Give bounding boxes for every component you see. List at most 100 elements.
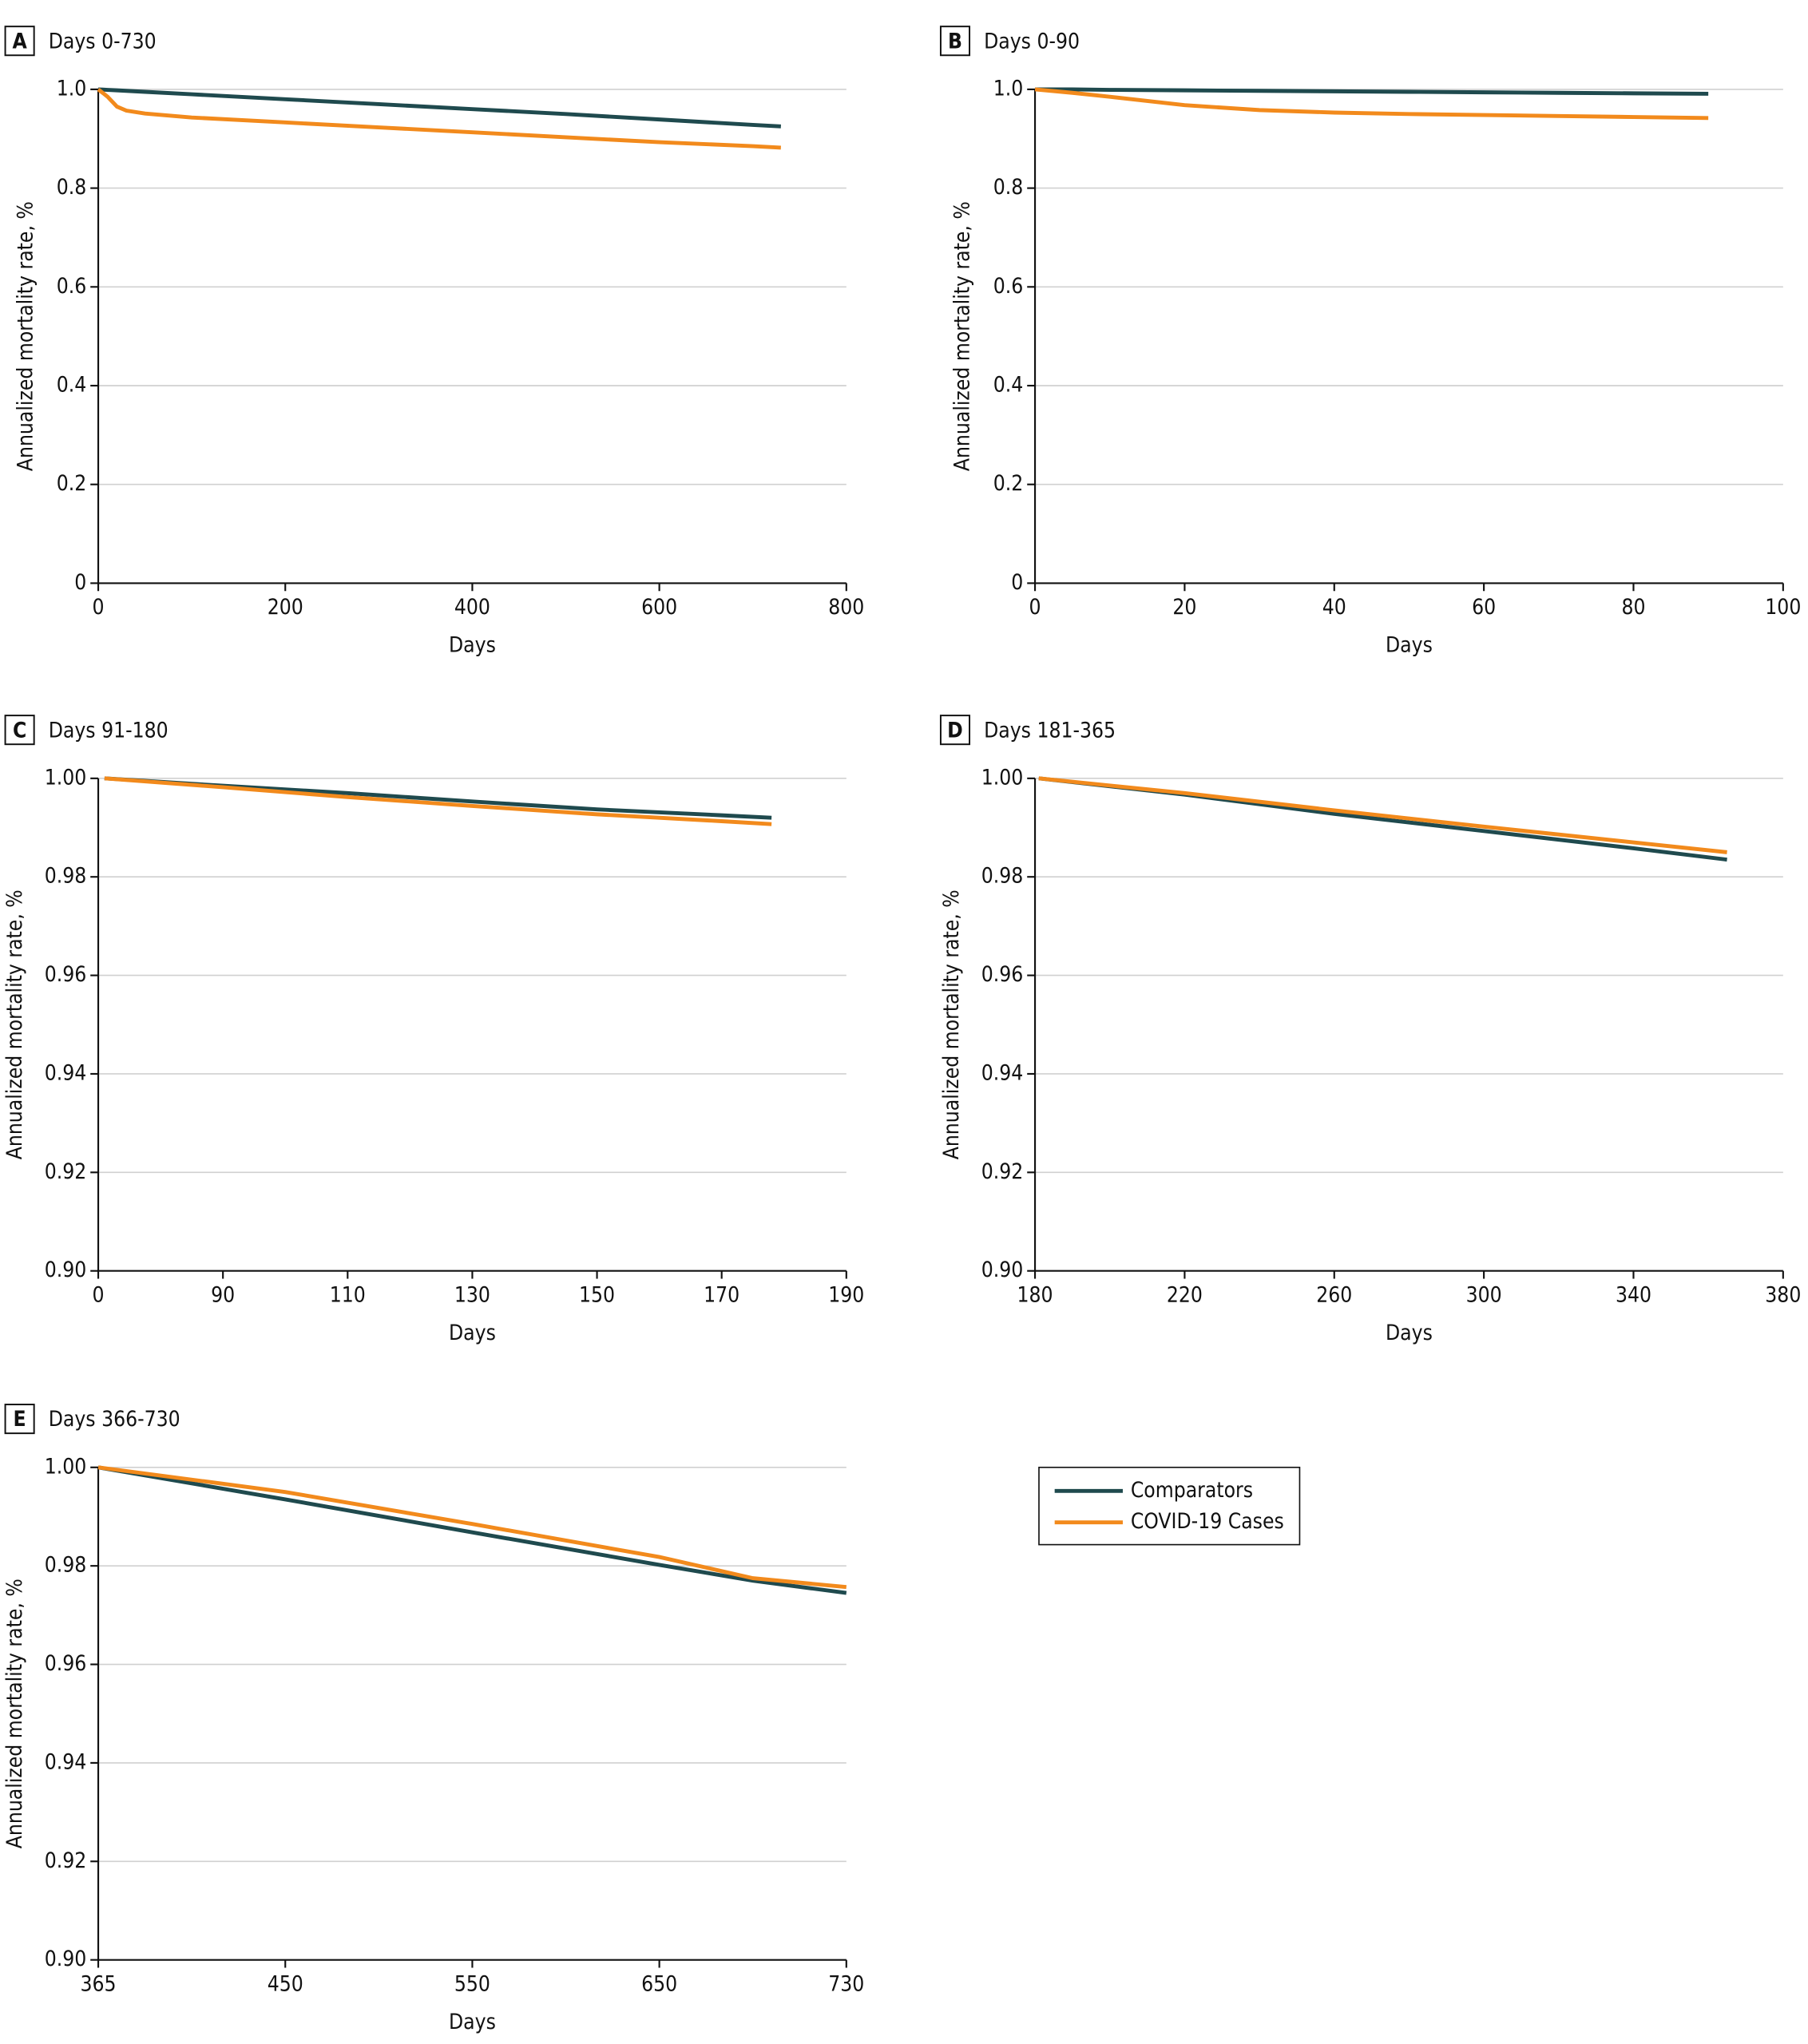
panel: E Days 366-730 0.90 0.92 0.94 0.96 0.98 1.00 365… — [3, 1404, 864, 2034]
x-tick-label: 200 — [268, 596, 303, 620]
y-axis-label: Annualized mortality rate, % — [950, 201, 974, 471]
y-tick-label: 0.6 — [993, 275, 1024, 299]
y-tick-label: 0 — [1011, 571, 1023, 595]
x-tick-label: 110 — [330, 1283, 366, 1307]
x-tick-label: 730 — [828, 1972, 864, 1996]
panel: A Days 0-730 0 0.2 0.4 0.6 0.8 1.0 0 200 400 600 800… — [4, 26, 864, 658]
panel-letter-box — [4, 26, 35, 57]
y-tick-label: 0.90 — [45, 1258, 87, 1282]
y-tick-label: 0.4 — [993, 374, 1024, 398]
panel-title: Days 0-90 — [984, 30, 1080, 53]
x-tick-label: 450 — [268, 1972, 303, 1996]
series-line — [1038, 776, 1727, 854]
panel-letter-box — [4, 1404, 35, 1435]
x-axis-label: Days — [449, 1321, 496, 1345]
x-axis-label: Days — [449, 634, 496, 658]
panel-letter: A — [12, 30, 27, 53]
y-tick-label: 1.0 — [993, 77, 1024, 101]
y-axis-label: Annualized mortality rate, % — [3, 1579, 27, 1848]
y-tick-label: 0.94 — [45, 1061, 87, 1085]
legend-box — [1038, 1466, 1301, 1546]
x-tick-label: 260 — [1316, 1283, 1352, 1307]
series-line — [97, 1465, 847, 1595]
y-tick-label: 0.94 — [45, 1750, 87, 1774]
x-tick-label: 40 — [1322, 596, 1346, 620]
series-line — [97, 87, 781, 150]
x-tick-label: 130 — [454, 1283, 490, 1307]
y-tick-label: 0.90 — [981, 1258, 1024, 1282]
x-tick-label: 20 — [1172, 596, 1196, 620]
y-tick-label: 0.92 — [981, 1160, 1024, 1184]
x-tick-label: 340 — [1616, 1283, 1651, 1307]
x-tick-label: 170 — [704, 1283, 739, 1307]
legend-label: Comparators — [1131, 1479, 1253, 1503]
y-tick-label: 1.00 — [981, 766, 1024, 790]
panel-title: Days 91-180 — [49, 719, 169, 743]
y-tick-label: 0.90 — [45, 1947, 87, 1971]
x-tick-label: 60 — [1472, 596, 1496, 620]
series-line — [1035, 87, 1709, 96]
x-tick-label: 80 — [1621, 596, 1645, 620]
y-tick-label: 0.94 — [981, 1061, 1024, 1085]
x-axis-label: Days — [1386, 1321, 1433, 1345]
y-tick-label: 0.2 — [57, 472, 87, 496]
x-tick-label: 0 — [93, 1283, 105, 1307]
x-tick-label: 0 — [93, 596, 105, 620]
x-tick-label: 380 — [1765, 1283, 1801, 1307]
panel-title: Days 181-365 — [984, 719, 1116, 743]
panel: C Days 91-180 0.90 0.92 0.94 0.96 0.98 1.00 0 90 1… — [3, 715, 864, 1345]
panel-letter-box — [939, 26, 971, 57]
y-tick-label: 0.98 — [981, 865, 1024, 889]
y-tick-label: 1.00 — [45, 1455, 87, 1479]
series-line — [1034, 87, 1709, 121]
x-tick-label: 400 — [454, 596, 490, 620]
x-tick-label: 150 — [579, 1283, 615, 1307]
y-tick-label: 0.8 — [57, 176, 87, 200]
y-tick-label: 0.4 — [57, 374, 87, 398]
y-tick-label: 0.2 — [993, 472, 1024, 496]
x-tick-label: 550 — [454, 1972, 490, 1996]
panel-letter: B — [948, 30, 962, 53]
x-tick-label: 190 — [828, 1283, 864, 1307]
x-tick-label: 100 — [1765, 596, 1801, 620]
panel: D Days 181-365 0.90 0.92 0.94 0.96 0.98 1.00 180… — [939, 715, 1801, 1345]
panel-letter: C — [13, 719, 26, 743]
y-tick-label: 1.00 — [45, 766, 87, 790]
x-tick-label: 90 — [211, 1283, 235, 1307]
y-tick-label: 0.92 — [45, 1160, 87, 1184]
panel-letter: D — [947, 719, 963, 743]
y-axis-label: Annualized mortality rate, % — [3, 889, 27, 1159]
series-line — [97, 87, 781, 129]
x-tick-label: 600 — [641, 596, 677, 620]
x-axis-label: Days — [1386, 634, 1433, 658]
y-axis-label: Annualized mortality rate, % — [940, 889, 964, 1159]
panel-letter-box — [4, 715, 35, 746]
x-tick-label: 0 — [1029, 596, 1041, 620]
x-axis-label: Days — [449, 2010, 496, 2034]
series-line — [104, 776, 772, 826]
panel-title: Days 366-730 — [49, 1408, 180, 1432]
x-tick-label: 800 — [828, 596, 864, 620]
panel-letter: E — [14, 1408, 26, 1432]
y-tick-label: 0 — [74, 571, 86, 595]
x-tick-label: 180 — [1017, 1283, 1053, 1307]
x-tick-label: 220 — [1167, 1283, 1203, 1307]
y-tick-label: 0.98 — [45, 1554, 87, 1578]
legend: Comparators COVID-19 Cases — [1038, 1466, 1301, 1546]
x-tick-label: 650 — [641, 1972, 677, 1996]
x-tick-label: 365 — [81, 1972, 117, 1996]
panel-title: Days 0-730 — [49, 30, 157, 53]
y-axis-label: Annualized mortality rate, % — [14, 201, 38, 471]
panel-letter-box — [939, 715, 971, 746]
x-tick-label: 300 — [1466, 1283, 1502, 1307]
y-tick-label: 0.8 — [993, 176, 1024, 200]
y-tick-label: 0.98 — [45, 865, 87, 889]
y-tick-label: 0.96 — [981, 963, 1024, 987]
legend-label: COVID-19 Cases — [1131, 1510, 1284, 1534]
panel: B Days 0-90 0 0.2 0.4 0.6 0.8 1.0 0 20 40 60 80 100 Da… — [939, 26, 1801, 658]
y-tick-label: 0.96 — [45, 1652, 87, 1676]
y-tick-label: 0.96 — [45, 963, 87, 987]
y-tick-label: 0.92 — [45, 1849, 87, 1873]
y-tick-label: 1.0 — [57, 77, 87, 101]
